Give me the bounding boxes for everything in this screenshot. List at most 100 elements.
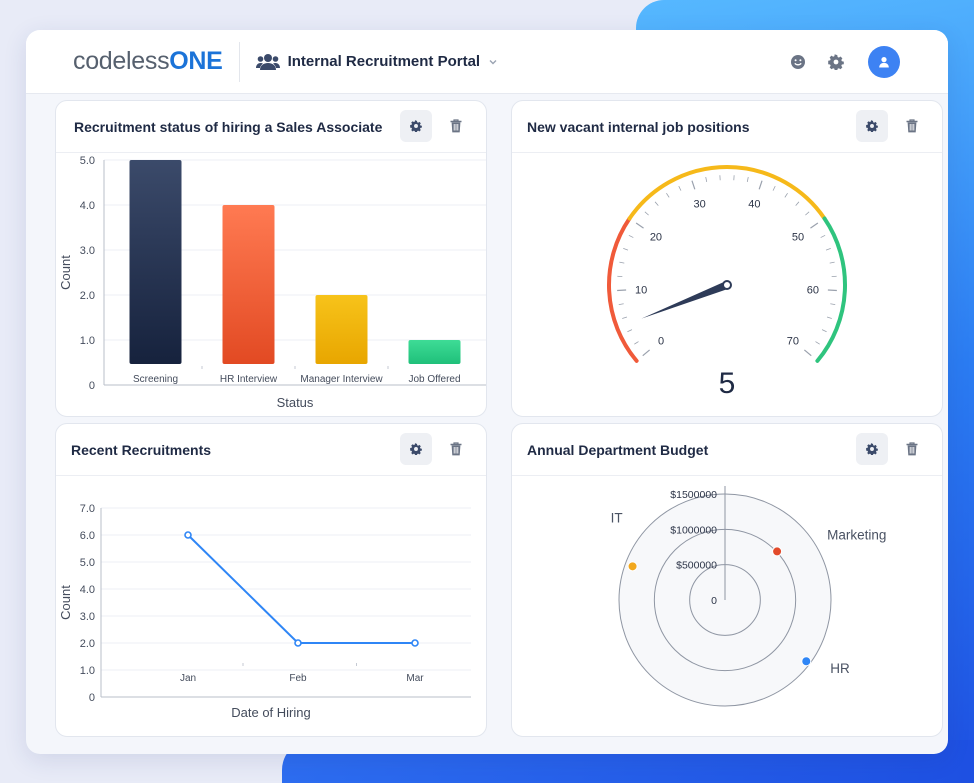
gauge-major-tick (691, 180, 696, 190)
gauge-tick-label: 20 (650, 232, 662, 244)
gauge-tick-label: 0 (658, 335, 664, 347)
logo-text-b: ONE (169, 47, 223, 75)
gauge-minor-tick (634, 341, 639, 345)
header-divider (238, 41, 240, 82)
trash-icon (450, 119, 462, 133)
card-settings-button[interactable] (856, 110, 888, 142)
polar-point-label: IT (611, 510, 623, 525)
user-icon (879, 57, 889, 68)
gauge-minor-tick (746, 176, 749, 183)
x-axis-label: Date of Hiring (231, 705, 310, 720)
card-delete-button[interactable] (896, 110, 928, 142)
polar-point-label: Marketing (827, 527, 886, 542)
y-tick-label: 1.0 (80, 335, 95, 347)
y-tick-label: 5.0 (80, 557, 95, 569)
gear-icon[interactable] (828, 54, 844, 70)
y-tick-label: 0 (89, 692, 95, 704)
bar-manager-interview (315, 295, 368, 364)
card-settings-button[interactable] (856, 433, 888, 465)
polar-point (772, 546, 783, 557)
gauge-tick-label: 60 (807, 284, 819, 296)
gauge-minor-tick (772, 185, 776, 191)
x-tick-label: Job Offered (408, 374, 460, 385)
y-tick-label: 1.0 (80, 665, 95, 677)
card-header: Annual Department Budget (512, 424, 942, 476)
app-window: codelessONE Internal Recruitment Portal (26, 30, 948, 754)
card-tools (400, 110, 472, 142)
gauge-minor-tick (666, 192, 670, 198)
card-recent-recruitments: Recent Recruitments 0 1.0 2.0 3.0 4.0 5.0 6.0 7… (55, 423, 487, 737)
card-title: Recruitment status of hiring a Sales Ass… (74, 118, 383, 135)
gauge-minor-tick (619, 261, 625, 264)
x-axis-label: Status (277, 395, 314, 410)
x-tick-label: Jan (180, 673, 196, 684)
x-tick-label: Screening (133, 374, 178, 385)
portal-title: Internal Recruitment Portal (287, 53, 481, 70)
card-title: Recent Recruitments (71, 441, 212, 458)
gauge-minor-tick (678, 185, 682, 191)
gauge-minor-tick (825, 248, 831, 251)
gauge-tick-label: 10 (635, 284, 647, 296)
card-header: Recruitment status of hiring a Sales Ass… (56, 101, 486, 153)
gauge-minor-tick (654, 201, 659, 206)
y-tick-label: 4.0 (80, 584, 95, 596)
x-tick-label: Manager Interview (300, 374, 383, 385)
trash-icon (906, 442, 918, 456)
users-icon (255, 53, 280, 70)
bar-screening (129, 160, 182, 364)
card-header: New vacant internal job positions (512, 101, 942, 153)
logo[interactable]: codelessONE (73, 47, 223, 76)
gauge-minor-tick (627, 329, 633, 333)
card-department-budget: Annual Department Budget 0 $500000 $100000… (511, 423, 943, 737)
gear-icon (410, 120, 422, 132)
gauge-pivot (722, 280, 732, 290)
card-delete-button[interactable] (440, 433, 472, 465)
gauge-needle (641, 281, 729, 319)
top-bar: codelessONE Internal Recruitment Portal (26, 30, 948, 94)
radial-tick-label: 0 (711, 595, 717, 607)
x-tick-label: HR Interview (220, 374, 278, 385)
gauge-tick-label: 40 (748, 198, 760, 210)
gauge-major-tick (810, 222, 819, 229)
line-chart: 0 1.0 2.0 3.0 4.0 5.0 6.0 7.0 Jan Feb Mar Date of H… (58, 503, 471, 720)
gauge-minor-tick (618, 303, 624, 306)
data-point (411, 639, 419, 647)
gauge-minor-tick (830, 303, 836, 306)
gauge-chart: 0 10 20 30 40 50 60 70 5 (607, 165, 847, 400)
gauge-minor-tick (795, 201, 800, 206)
gauge-minor-tick (821, 329, 827, 333)
radial-tick-label: $500000 (676, 560, 717, 572)
polar-point-label: HR (830, 661, 850, 676)
gauge-tick-label: 70 (787, 335, 799, 347)
gauge-minor-tick (826, 316, 832, 319)
y-tick-label: 7.0 (80, 503, 95, 515)
gauge-tick-label: 30 (693, 198, 705, 210)
gear-icon (866, 120, 878, 132)
gauge-major-tick (803, 349, 812, 357)
card-header: Recent Recruitments (56, 424, 486, 476)
data-point (184, 531, 192, 539)
card-delete-button[interactable] (896, 433, 928, 465)
card-title: New vacant internal job positions (527, 118, 750, 135)
card-tools (856, 110, 928, 142)
gauge-minor-tick (705, 176, 708, 183)
card-settings-button[interactable] (400, 433, 432, 465)
gauge-band (607, 216, 639, 363)
y-tick-label: 2.0 (80, 638, 95, 650)
logo-text-a: codeless (73, 47, 170, 75)
gauge-major-tick (642, 349, 651, 357)
gauge-major-tick (758, 180, 763, 190)
y-tick-label: 3.0 (80, 245, 95, 257)
card-tools (856, 433, 928, 465)
gear-icon (866, 443, 878, 455)
gauge-minor-tick (784, 192, 788, 198)
y-tick-label: 2.0 (80, 290, 95, 302)
card-settings-button[interactable] (400, 110, 432, 142)
y-tick-label: 4.0 (80, 200, 95, 212)
gauge-tick-label: 50 (792, 232, 804, 244)
portal-selector[interactable]: Internal Recruitment Portal (255, 53, 499, 71)
card-delete-button[interactable] (440, 110, 472, 142)
avatar[interactable] (868, 46, 900, 78)
smile-icon[interactable] (790, 54, 806, 70)
chevron-down-icon (489, 59, 497, 64)
